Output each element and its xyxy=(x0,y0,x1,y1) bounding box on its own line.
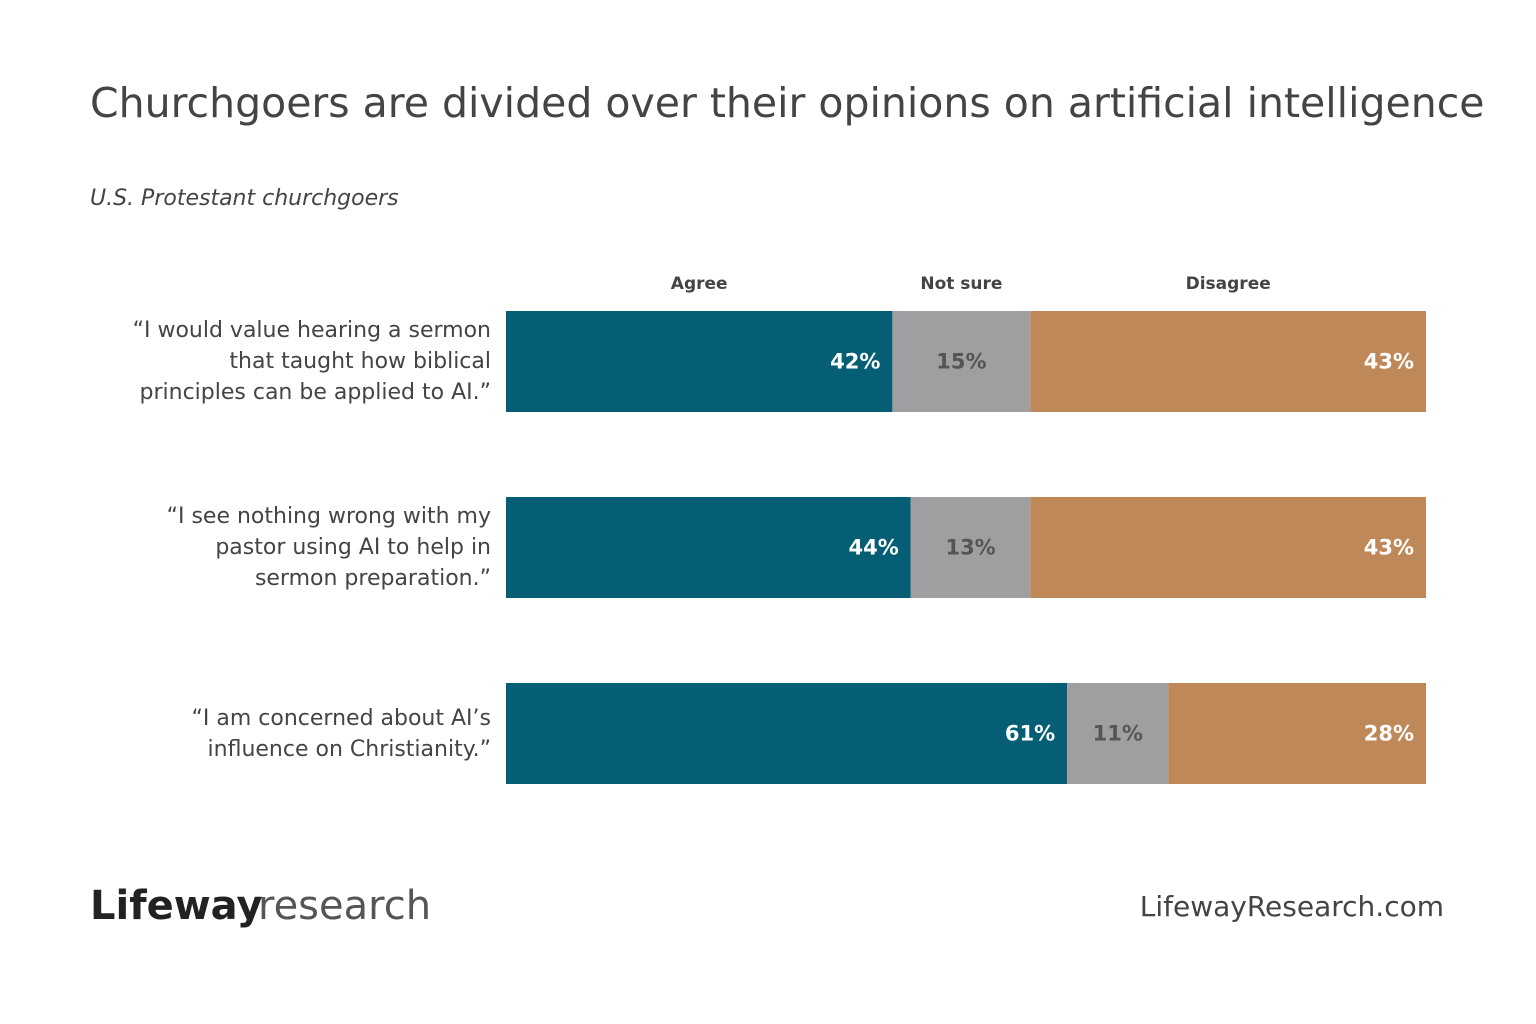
value-label: 11% xyxy=(1093,722,1143,746)
value-label: 28% xyxy=(1364,722,1414,746)
value-label: 13% xyxy=(945,536,995,560)
bar-segment xyxy=(506,683,1068,784)
bar-segment xyxy=(506,497,911,598)
chart-title: Churchgoers are divided over their opini… xyxy=(90,79,1484,127)
bar-segment xyxy=(506,311,893,412)
category-label: “I am concerned about AI’s influence on … xyxy=(191,705,491,762)
value-label: 44% xyxy=(849,536,899,560)
bar-segment xyxy=(1030,497,1426,598)
value-label: 61% xyxy=(1005,722,1055,746)
legend-label: Not sure xyxy=(920,274,1002,294)
logo-brand: Lifeway xyxy=(90,883,263,929)
value-label: 42% xyxy=(830,350,880,374)
bar-segment xyxy=(1030,311,1426,412)
category-label: “I see nothing wrong with my pastor usin… xyxy=(166,504,491,591)
category-label: “I would value hearing a sermon that tau… xyxy=(132,318,491,405)
bar-segment xyxy=(892,311,1031,412)
legend-label: Agree xyxy=(671,274,728,294)
chart-subtitle: U.S. Protestant churchgoers xyxy=(90,186,399,211)
bar-segment xyxy=(1067,683,1169,784)
logo-sub: research xyxy=(258,883,431,929)
value-label: 15% xyxy=(936,350,986,374)
value-label: 43% xyxy=(1364,536,1414,560)
bar-segment xyxy=(910,497,1031,598)
value-label: 43% xyxy=(1364,350,1414,374)
source: LifewayResearch.com xyxy=(1140,890,1444,923)
bar-segment xyxy=(1168,683,1426,784)
legend-label: Disagree xyxy=(1186,274,1271,294)
